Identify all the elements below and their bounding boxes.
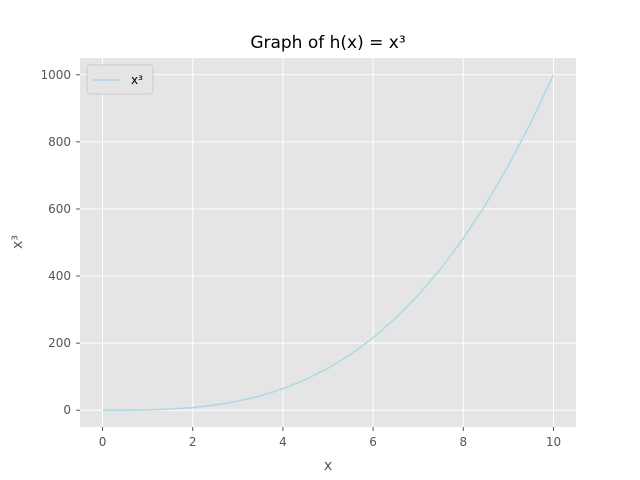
grid — [80, 58, 576, 427]
y-tick-label: 200 — [48, 336, 71, 350]
y-tick-label: 600 — [48, 202, 71, 216]
x-tick-label: 4 — [279, 435, 287, 449]
x-axis-label: x — [324, 458, 332, 474]
y-axis-label: x³ — [10, 235, 26, 249]
y-tick-label: 1000 — [40, 68, 71, 82]
y-tick-label: 0 — [63, 403, 71, 417]
series-line — [102, 74, 555, 411]
y-tick-label: 400 — [48, 269, 71, 283]
chart-title: Graph of h(x) = x³ — [250, 33, 405, 53]
x-tick-label: 6 — [369, 435, 377, 449]
plot-area — [80, 58, 576, 427]
ticks: 0 2 4 6 8 10 0 200 400 600 800 1000 — [40, 68, 561, 449]
x-tick-label: 0 — [99, 435, 107, 449]
series-layer — [102, 74, 555, 411]
legend-label: x³ — [131, 73, 143, 87]
legend: x³ — [86, 64, 154, 95]
x-tick-label: 10 — [546, 435, 561, 449]
x-tick-label: 2 — [189, 435, 197, 449]
x-tick-label: 8 — [459, 435, 467, 449]
y-tick-label: 800 — [48, 135, 71, 149]
